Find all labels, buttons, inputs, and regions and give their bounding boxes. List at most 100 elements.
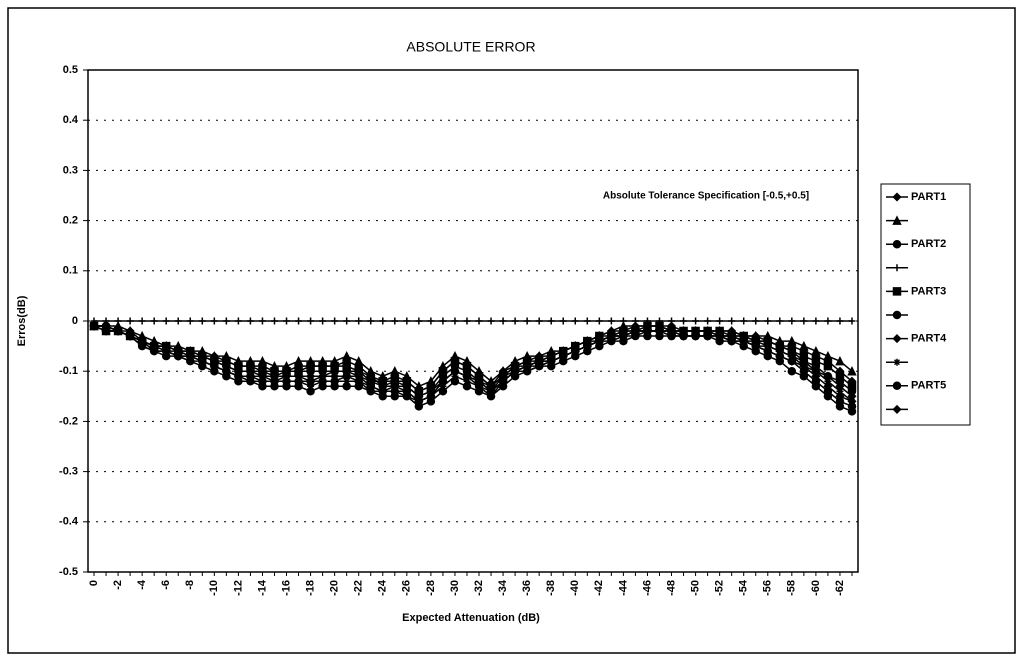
marker xyxy=(823,381,833,391)
x-tick-label: -16 xyxy=(280,580,292,596)
marker xyxy=(246,317,254,325)
marker xyxy=(892,239,902,249)
marker xyxy=(678,331,689,341)
marker xyxy=(439,382,447,390)
marker xyxy=(150,317,158,325)
marker xyxy=(126,317,134,325)
x-tick-label: -60 xyxy=(810,580,822,596)
marker xyxy=(245,371,255,381)
marker xyxy=(704,317,712,325)
marker xyxy=(222,317,230,325)
marker xyxy=(752,317,760,325)
marker xyxy=(787,356,797,366)
x-tick-label: -62 xyxy=(834,580,846,596)
marker xyxy=(523,317,531,325)
marker xyxy=(367,387,375,395)
marker xyxy=(534,356,544,366)
marker xyxy=(715,331,725,341)
x-tick-label: -18 xyxy=(304,580,316,596)
marker xyxy=(739,336,749,346)
marker xyxy=(892,310,902,320)
marker xyxy=(161,346,171,356)
marker xyxy=(258,317,266,325)
annotation: Absolute Tolerance Specification [-0.5,+… xyxy=(603,191,809,202)
marker xyxy=(125,331,135,341)
marker xyxy=(892,334,902,344)
marker xyxy=(691,331,701,341)
x-tick-label: -22 xyxy=(353,580,365,596)
marker xyxy=(197,356,207,366)
marker xyxy=(836,387,844,395)
y-tick-label: 0 xyxy=(72,315,78,327)
marker xyxy=(547,317,555,325)
marker xyxy=(692,317,700,325)
marker xyxy=(269,376,280,386)
y-axis-label: Erros(dB) xyxy=(16,295,28,346)
marker xyxy=(582,341,592,351)
marker xyxy=(173,351,183,361)
marker xyxy=(137,336,147,346)
marker xyxy=(775,351,785,361)
marker xyxy=(354,371,364,381)
marker xyxy=(283,377,291,385)
marker xyxy=(138,317,146,325)
marker xyxy=(764,342,772,350)
marker xyxy=(174,317,182,325)
marker xyxy=(847,396,857,406)
marker xyxy=(343,317,351,325)
marker xyxy=(486,386,496,396)
y-tick-label: -0.3 xyxy=(59,466,78,478)
marker xyxy=(618,331,628,341)
series-line xyxy=(93,325,853,413)
x-tick-label: -30 xyxy=(449,580,461,596)
marker xyxy=(210,317,218,325)
marker xyxy=(114,317,122,325)
marker xyxy=(763,346,773,356)
x-axis-label: Expected Attenuation (dB) xyxy=(402,612,540,624)
marker xyxy=(463,317,471,325)
marker xyxy=(847,366,857,376)
x-tick-label: -34 xyxy=(497,579,509,596)
marker xyxy=(209,361,219,371)
marker xyxy=(630,326,640,336)
marker xyxy=(836,317,844,325)
marker xyxy=(559,317,567,325)
marker xyxy=(607,317,615,325)
x-tick-label: -14 xyxy=(256,579,268,596)
marker xyxy=(824,317,832,325)
marker xyxy=(740,317,748,325)
marker xyxy=(331,317,339,325)
marker xyxy=(451,317,459,325)
x-tick-label: -10 xyxy=(208,580,220,596)
marker xyxy=(607,337,615,345)
marker xyxy=(403,317,411,325)
marker xyxy=(101,326,111,336)
marker xyxy=(355,317,363,325)
chart-title: ABSOLUTE ERROR xyxy=(406,39,535,55)
marker xyxy=(776,347,784,355)
marker xyxy=(403,392,411,400)
marker xyxy=(523,367,531,375)
marker xyxy=(787,366,797,376)
marker xyxy=(319,317,327,325)
x-tick-label: -32 xyxy=(473,580,485,596)
marker xyxy=(654,326,665,336)
x-tick-label: -28 xyxy=(425,580,437,596)
marker xyxy=(185,351,195,361)
marker xyxy=(330,371,340,381)
marker xyxy=(583,317,591,325)
marker xyxy=(546,356,556,366)
marker xyxy=(811,361,821,371)
marker xyxy=(892,287,902,296)
y-tick-label: -0.2 xyxy=(59,415,78,427)
plot-border xyxy=(87,69,859,573)
x-tick-label: -48 xyxy=(665,580,677,596)
marker xyxy=(487,392,495,400)
x-tick-label: -56 xyxy=(762,580,774,596)
marker xyxy=(788,352,796,360)
series-line xyxy=(93,325,853,403)
marker xyxy=(812,367,820,375)
marker xyxy=(812,317,820,325)
marker xyxy=(342,371,352,381)
marker xyxy=(414,396,424,406)
